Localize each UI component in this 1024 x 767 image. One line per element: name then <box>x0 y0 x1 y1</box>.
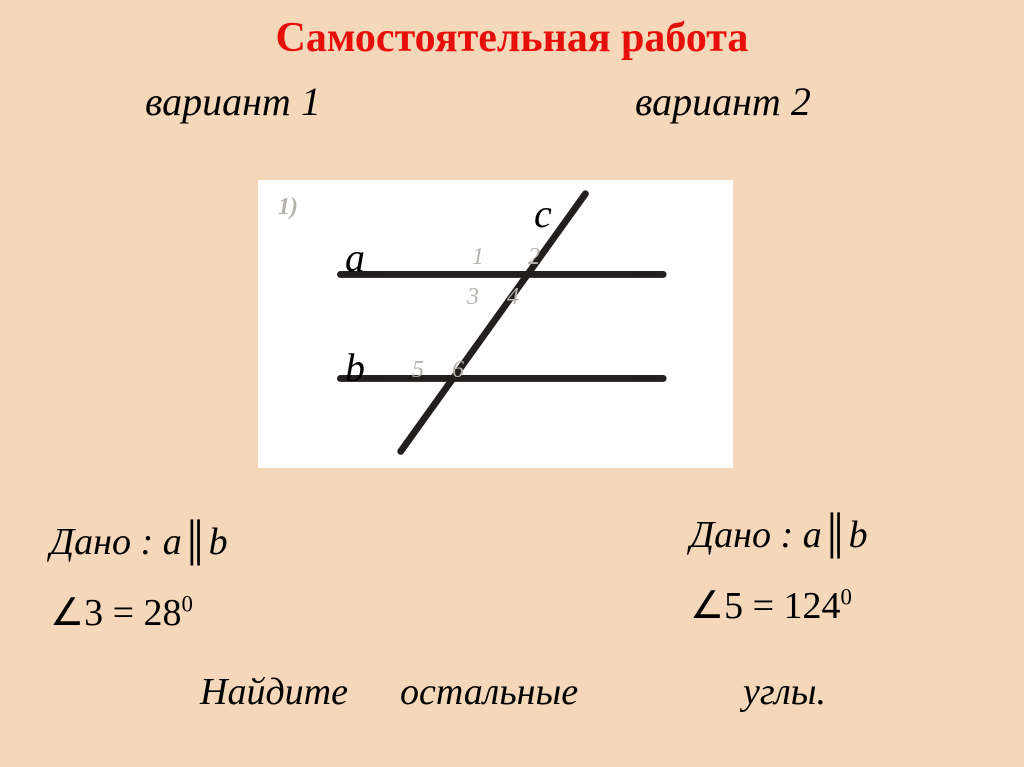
find-word-1: Найдите <box>200 670 348 714</box>
slide: Самостоятельная работа вариант 1 вариант… <box>0 0 1024 767</box>
angle-label-5: 5 <box>412 357 424 384</box>
angle-label-2: 2 <box>528 244 540 271</box>
find-word-2: остальные <box>400 670 578 714</box>
line-label-b: b <box>345 344 365 391</box>
diagram-box: 1) a b c 1 2 3 4 5 6 <box>258 180 733 468</box>
angle-label-1: 1 <box>472 244 484 271</box>
line-label-c: c <box>534 190 552 237</box>
variant-1-label: вариант 1 <box>145 78 321 125</box>
problem2-angle: ∠5 = 1240 <box>690 583 852 628</box>
angle-label-6: 6 <box>452 357 464 384</box>
angle-label-3: 3 <box>467 284 479 311</box>
problem1-given: Дано : a║b <box>50 520 228 564</box>
problem1-angle: ∠3 = 280 <box>50 590 193 635</box>
diagram-svg <box>262 184 729 464</box>
find-word-3: углы. <box>743 670 826 714</box>
line-label-a: a <box>345 234 365 281</box>
page-title: Самостоятельная работа <box>0 14 1024 62</box>
variant-2-label: вариант 2 <box>635 78 811 125</box>
problem2-given: Дано : a║b <box>690 513 868 557</box>
angle-label-4: 4 <box>507 284 519 311</box>
